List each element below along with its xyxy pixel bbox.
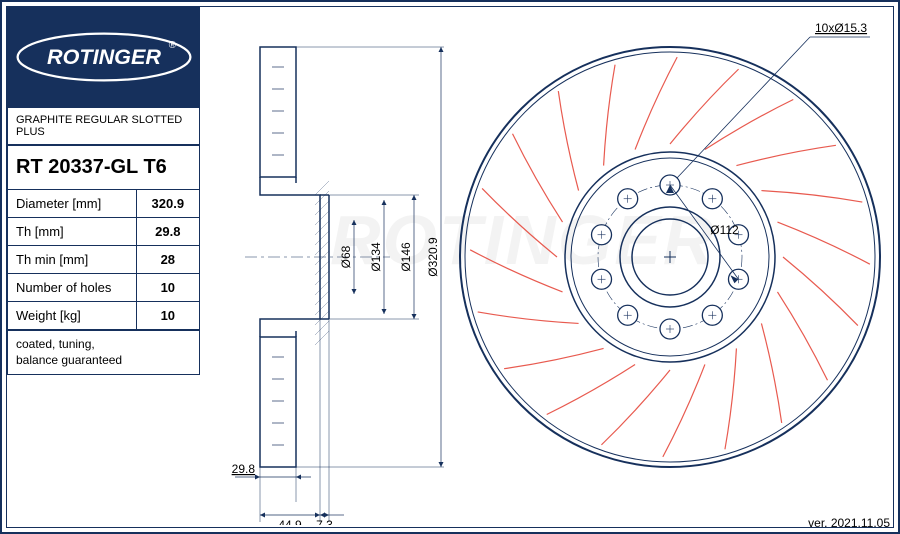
brand-text: ROTINGER bbox=[47, 44, 161, 69]
svg-text:Ø146: Ø146 bbox=[399, 242, 413, 272]
svg-text:®: ® bbox=[168, 40, 176, 51]
brand-logo: ROTINGER ® bbox=[7, 7, 200, 107]
part-number: RT 20337-GL T6 bbox=[8, 145, 199, 189]
product-subtitle: GRAPHITE REGULAR SLOTTED PLUS bbox=[8, 107, 199, 144]
table-row: Weight [kg]10 bbox=[8, 302, 200, 330]
table-row: Th min [mm]28 bbox=[8, 246, 200, 274]
svg-text:Ø134: Ø134 bbox=[369, 242, 383, 272]
table-row: Th [mm]29.8 bbox=[8, 218, 200, 246]
svg-text:10xØ15.3: 10xØ15.3 bbox=[815, 21, 867, 35]
table-row: Diameter [mm]320.9 bbox=[8, 190, 200, 218]
version-label: ver. 2021.11.05 bbox=[808, 516, 890, 530]
svg-text:Ø320.9: Ø320.9 bbox=[426, 237, 440, 277]
table-row: Number of holes10 bbox=[8, 274, 200, 302]
technical-drawing: 10xØ15.3 Ø112 Ø68 Ø134 Ø146 Ø320.9 29.8 44.9 7.3 bbox=[210, 7, 892, 525]
svg-text:7.3: 7.3 bbox=[316, 518, 333, 525]
svg-text:44.9: 44.9 bbox=[278, 518, 302, 525]
svg-text:Ø68: Ø68 bbox=[339, 245, 353, 268]
spec-table: GRAPHITE REGULAR SLOTTED PLUS RT 20337-G… bbox=[7, 107, 200, 375]
svg-text:Ø112: Ø112 bbox=[710, 223, 739, 237]
svg-text:29.8: 29.8 bbox=[232, 462, 256, 476]
notes: coated, tuning, balance guaranteed bbox=[8, 330, 199, 374]
